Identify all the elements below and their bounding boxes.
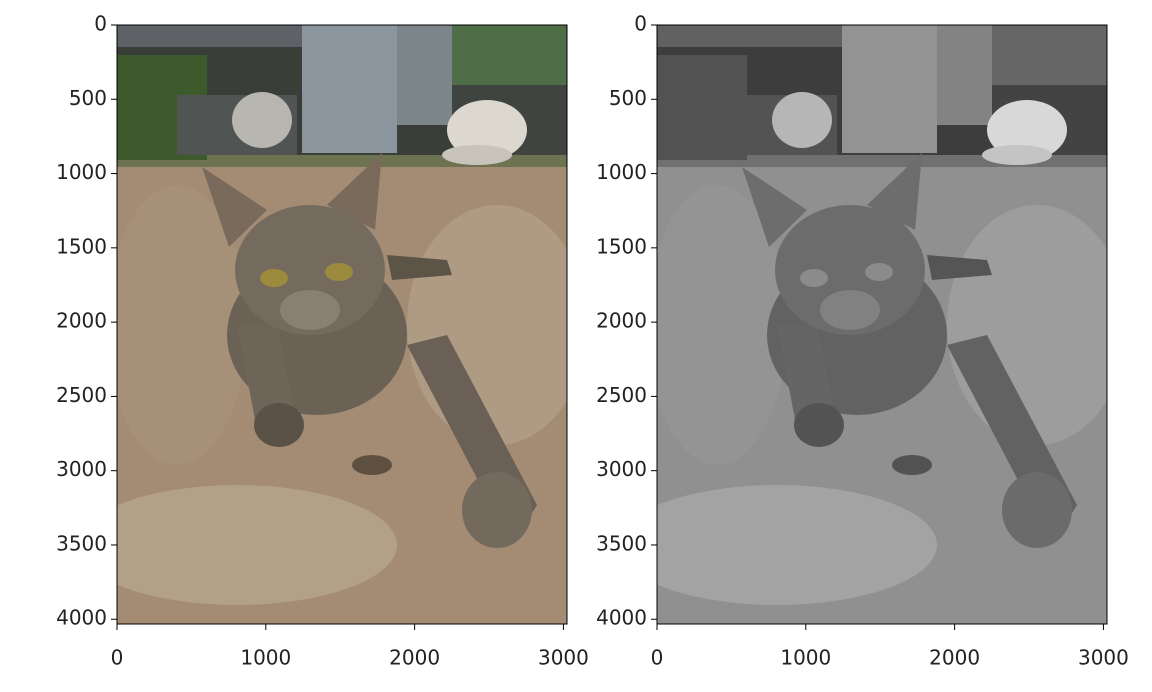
x-tick-label: 1000 (240, 646, 291, 670)
x-tick-label: 2000 (389, 646, 440, 670)
y-tick-label: 0 (94, 12, 107, 36)
x-tick-label: 2000 (929, 646, 980, 670)
image (117, 25, 567, 624)
y-tick-label: 4000 (56, 606, 107, 630)
y-tick-label: 2000 (596, 309, 647, 333)
y-tick-label: 1500 (596, 234, 647, 258)
axes-frame (116, 24, 568, 625)
y-tick-label: 0 (634, 12, 647, 36)
x-tick-label: 1000 (780, 646, 831, 670)
y-tick-label: 2500 (596, 383, 647, 407)
y-tick-label: 500 (609, 86, 647, 110)
x-tick-label: 3000 (1078, 646, 1129, 670)
y-tick-label: 3000 (56, 457, 107, 481)
y-tick-label: 1500 (56, 234, 107, 258)
x-tick-label: 0 (111, 646, 124, 670)
y-tick-label: 500 (69, 86, 107, 110)
y-tick-label: 3500 (596, 531, 647, 555)
y-tick-label: 4000 (596, 606, 647, 630)
x-tick-label: 3000 (538, 646, 589, 670)
x-tick-label: 0 (651, 646, 664, 670)
y-tick-label: 3000 (596, 457, 647, 481)
y-tick-label: 2000 (56, 309, 107, 333)
y-tick-label: 3500 (56, 531, 107, 555)
image (657, 25, 1107, 624)
y-tick-label: 1000 (596, 160, 647, 184)
y-tick-label: 2500 (56, 383, 107, 407)
axes-frame (656, 24, 1108, 625)
y-tick-label: 1000 (56, 160, 107, 184)
